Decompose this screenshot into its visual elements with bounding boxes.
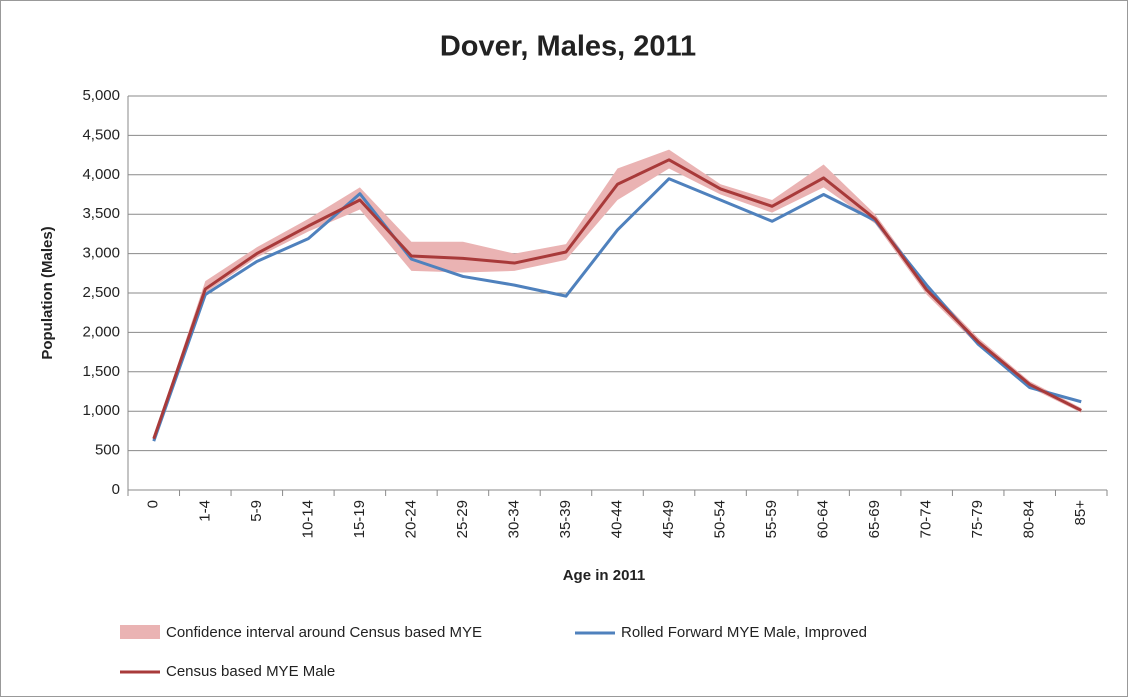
x-tick-label: 5-9 <box>248 500 265 522</box>
series-line <box>152 177 1082 442</box>
chart-title: Dover, Males, 2011 <box>440 31 696 63</box>
y-tick-label: 1,000 <box>82 402 120 419</box>
y-tick-label: 2,500 <box>82 284 120 301</box>
series-line <box>152 158 1082 440</box>
y-tick-label: 5,000 <box>82 87 120 104</box>
x-tick-label: 1-4 <box>196 500 213 522</box>
legend-label: Census based MYE Male <box>166 663 335 680</box>
x-axis-title: Age in 2011 <box>563 567 646 584</box>
y-tick-label: 1,500 <box>82 363 120 380</box>
x-tick-label: 65-69 <box>866 500 883 538</box>
y-tick-label: 0 <box>112 481 120 498</box>
x-tick-label: 55-59 <box>763 500 780 538</box>
x-tick-label: 75-79 <box>969 500 986 538</box>
legend-swatch <box>120 625 160 639</box>
x-tick-label: 35-39 <box>557 500 574 538</box>
y-axis-title: Population (Males) <box>39 226 56 359</box>
y-tick-label: 4,500 <box>82 126 120 143</box>
legend-label: Confidence interval around Census based … <box>166 624 482 641</box>
x-tick-label: 0 <box>145 500 162 508</box>
y-tick-label: 500 <box>95 442 120 459</box>
y-tick-label: 3,000 <box>82 245 120 262</box>
y-tick-label: 2,000 <box>82 323 120 340</box>
legend-label: Rolled Forward MYE Male, Improved <box>621 624 867 641</box>
x-tick-label: 20-24 <box>402 500 419 538</box>
x-tick-label: 30-34 <box>505 500 522 538</box>
x-tick-label: 25-29 <box>454 500 471 538</box>
y-tick-label: 3,500 <box>82 205 120 222</box>
x-tick-label: 60-64 <box>815 500 832 538</box>
x-tick-label: 50-54 <box>712 500 729 538</box>
x-tick-label: 40-44 <box>608 500 625 538</box>
x-tick-label: 10-14 <box>299 500 316 538</box>
x-tick-label: 15-19 <box>351 500 368 538</box>
confidence-band <box>153 149 1082 442</box>
x-tick-label: 70-74 <box>918 500 935 538</box>
y-tick-label: 4,000 <box>82 166 120 183</box>
x-tick-label: 45-49 <box>660 500 677 538</box>
x-tick-label: 85+ <box>1072 500 1089 526</box>
x-tick-label: 80-84 <box>1021 500 1038 538</box>
